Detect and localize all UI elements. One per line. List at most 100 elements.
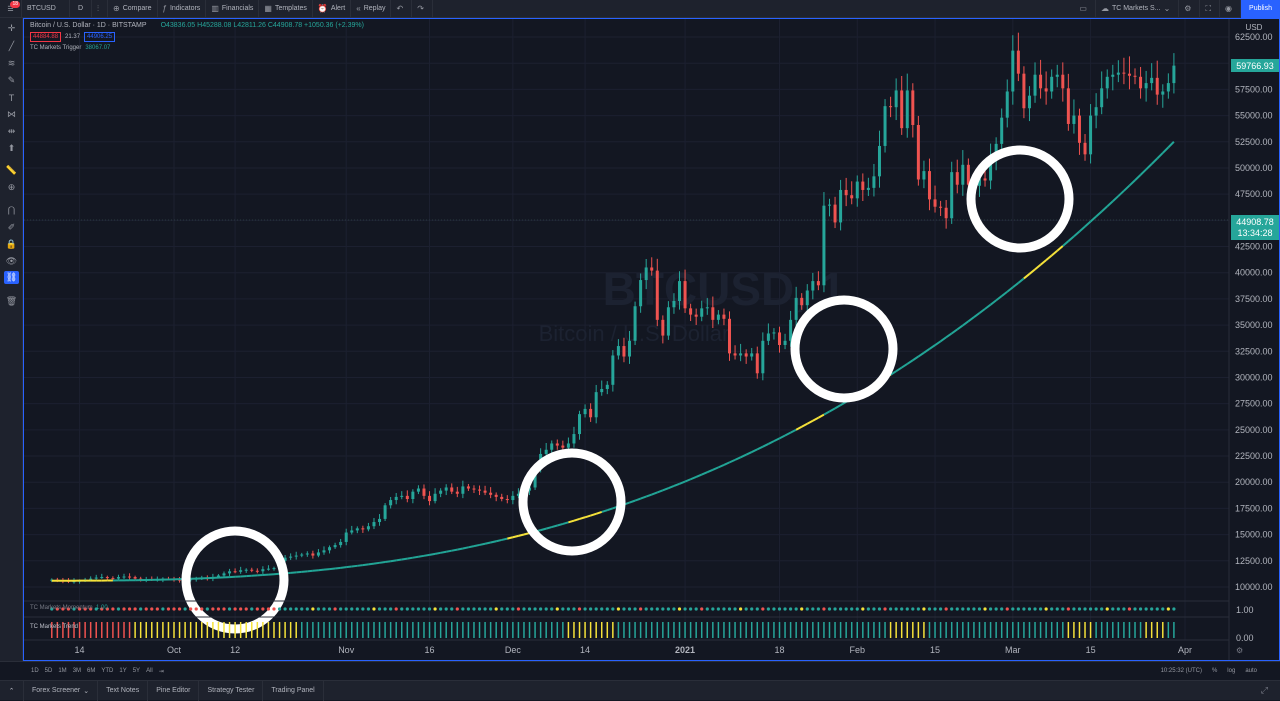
trigger-segment (463, 547, 469, 548)
menu-button[interactable]: ☰ 18 (0, 0, 22, 18)
snapshot-button[interactable]: ◉ (1220, 0, 1241, 18)
collapse-panel-button[interactable]: ⌃ (0, 681, 24, 701)
indicator-name[interactable]: TC Markets Trigger (30, 43, 81, 53)
x-tick-label: Oct (167, 645, 182, 655)
link-icon[interactable]: ⛓ (4, 271, 19, 284)
tab-strategy-tester[interactable]: Strategy Tester (199, 681, 263, 701)
candle-body (1078, 116, 1081, 143)
trigger-segment (480, 544, 486, 545)
candle-body (961, 165, 964, 185)
brush-icon[interactable]: ✎ (4, 74, 19, 87)
undo-button[interactable]: ↶ (391, 0, 412, 18)
financials-button[interactable]: ▥Financials (206, 0, 259, 18)
compare-button[interactable]: ⊕Compare (108, 0, 158, 18)
momentum-dot (1150, 607, 1153, 610)
ruler-icon[interactable]: 📏 (4, 164, 19, 177)
range-5d[interactable]: 5D (42, 668, 56, 674)
settings-button[interactable]: ⚙ (1179, 0, 1200, 18)
replay-button[interactable]: «Replay (351, 0, 391, 18)
candle-body (689, 308, 692, 314)
magnet-icon[interactable]: ⋂ (4, 204, 19, 217)
candle-body (561, 446, 564, 448)
trendline-icon[interactable]: ╱ (4, 40, 19, 53)
momentum-dot (1045, 607, 1048, 610)
range-6m[interactable]: 6M (84, 668, 98, 674)
tab-trading-panel[interactable]: Trading Panel (263, 681, 323, 701)
range-5y[interactable]: 5Y (130, 668, 143, 674)
momentum-dot (639, 607, 642, 610)
publish-button[interactable]: Publish (1241, 0, 1280, 18)
range-1d[interactable]: 1D (28, 668, 42, 674)
candle-body (828, 205, 831, 206)
momentum-dot (195, 607, 198, 610)
price-chart[interactable]: BTCUSD, 1 Bitcoin / U.S. Dollar TC Marke… (24, 19, 1279, 660)
trash-icon[interactable]: 🗑 (4, 295, 19, 308)
candle-body (1056, 75, 1059, 77)
auto-toggle[interactable]: auto (1242, 668, 1260, 674)
candle-body (906, 90, 909, 128)
x-tick-label: 14 (75, 645, 85, 655)
candle-body (417, 489, 420, 492)
ask-price[interactable]: 44906.25 (84, 32, 115, 42)
percent-toggle[interactable]: % (1209, 668, 1220, 674)
zoom-icon[interactable]: ⊕ (4, 181, 19, 194)
trigger-segment (396, 559, 402, 560)
axis-settings-icon[interactable]: ⚙ (1236, 646, 1243, 655)
crosshair-icon[interactable]: ✛ (4, 22, 19, 35)
candle-body (622, 346, 625, 356)
trigger-segment (407, 558, 413, 559)
range-1m[interactable]: 1M (55, 668, 69, 674)
momentum-dot (895, 607, 898, 610)
momentum-dot (167, 607, 170, 610)
candle-body (345, 533, 348, 542)
redo-button[interactable]: ↷ (412, 0, 433, 18)
symbol-search[interactable]: BTCUSD (22, 0, 70, 18)
arrow-up-icon[interactable]: ⬆ (4, 142, 19, 155)
stay-drawing-icon[interactable]: ✐ (4, 221, 19, 234)
fib-icon[interactable]: ≋ (4, 57, 19, 70)
bid-price[interactable]: 44884.88 (30, 32, 61, 42)
candle-body (1022, 74, 1025, 109)
tab-pine-editor[interactable]: Pine Editor (148, 681, 199, 701)
text-icon[interactable]: T (4, 91, 19, 104)
range-ytd[interactable]: YTD (98, 668, 116, 674)
layout-name-button[interactable]: ☁TC Markets S...⌄ (1096, 0, 1179, 18)
lock-icon[interactable]: 🔒 (4, 238, 19, 251)
momentum-dot (683, 607, 686, 610)
candle-body (1072, 116, 1075, 124)
chart-style-button[interactable]: ⫶ (92, 0, 108, 18)
y-tick-label: 10000.00 (1235, 582, 1273, 592)
candle-body (400, 496, 403, 497)
range-1y[interactable]: 1Y (116, 668, 129, 674)
candle-body (884, 106, 887, 146)
x-tick-label: Mar (1005, 645, 1021, 655)
y-tick-label: 52500.00 (1235, 137, 1273, 147)
log-toggle[interactable]: log (1224, 668, 1238, 674)
pattern-icon[interactable]: ⋈ (4, 108, 19, 121)
prediction-icon[interactable]: ⇹ (4, 125, 19, 138)
candle-body (111, 578, 114, 579)
range-all[interactable]: All (143, 668, 156, 674)
alert-button[interactable]: ⏰Alert (313, 0, 351, 18)
tab-forex-screener[interactable]: Forex Screener⌄ (24, 681, 98, 701)
layout-button[interactable]: ▭ (1074, 0, 1096, 18)
fullscreen-button[interactable]: ⛶ (1200, 0, 1220, 18)
eye-icon[interactable]: 👁 (4, 255, 19, 268)
trend-axis-label: 0.00 (1236, 633, 1254, 643)
goto-date-icon[interactable]: ⇥ (156, 668, 167, 675)
candle-body (767, 333, 770, 340)
templates-button[interactable]: ▦Templates (259, 0, 312, 18)
candle-body (261, 569, 264, 571)
interval-selector[interactable]: D (70, 0, 92, 18)
candle-body (706, 307, 709, 308)
maximize-panel-icon[interactable]: ⤢ (1261, 685, 1280, 696)
tab-text-notes[interactable]: Text Notes (98, 681, 148, 701)
clock-time[interactable]: 10:25:32 (UTC) (1158, 668, 1205, 674)
range-3m[interactable]: 3M (70, 668, 84, 674)
financials-label: Financials (222, 5, 254, 12)
trigger-segment (357, 565, 363, 566)
momentum-dot (967, 607, 970, 610)
candle-body (856, 182, 859, 199)
momentum-dot (1017, 607, 1020, 610)
